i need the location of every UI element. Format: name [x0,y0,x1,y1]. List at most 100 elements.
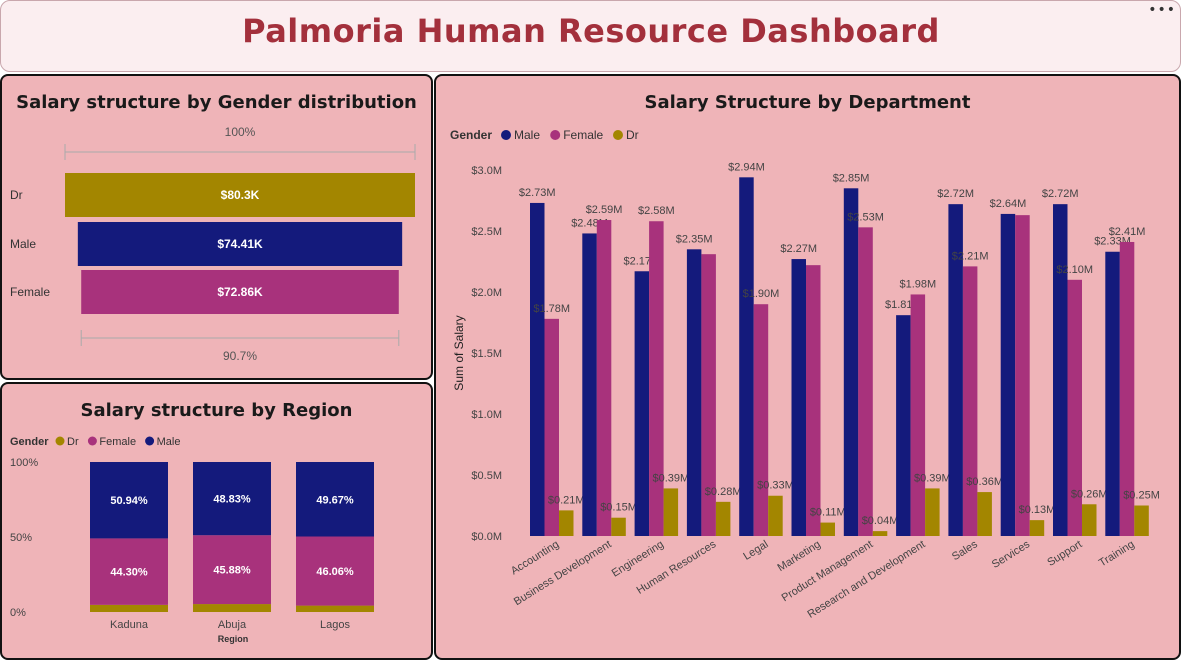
dept-bar-value-label: $2.72M [1042,188,1079,200]
dept-bar-female [1067,279,1082,536]
dept-bar-dr [715,501,731,536]
dept-bar-value-label: $0.26M [1071,488,1108,500]
region-salary-panel: Salary structure by Region Gender Dr Femal… [0,382,433,660]
dept-bar-female [701,254,716,536]
dept-bar-dr [1082,504,1097,536]
dept-category-label: Training [1097,538,1137,569]
department-panel-title: Salary Structure by Department [644,92,971,113]
page-title: Palmoria Human Resource Dashboard [242,12,940,50]
dept-bar-dr [925,488,940,536]
region-stacked-chart: Gender Dr Female Male 100% 50% 0% 44.30% 50.94% K… [10,436,374,644]
dept-category-label: Sales [950,538,980,563]
dept-bar-value-label: $0.15M [600,502,637,514]
dept-bar-dr [768,495,783,536]
dept-bar-value-label: $2.10M [1056,264,1093,276]
dept-ytick-label: $2.5M [471,226,502,238]
department-bar-chart: Gender Male Female Dr $3.0M $2.5M $2.0M $1.5M $1… [450,128,1160,621]
more-options-icon[interactable]: ••• [1148,2,1176,18]
dept-bar-value-label: $0.36M [966,476,1003,488]
region-bar-kaduna-male [90,462,168,539]
dept-bar-value-label: $0.11M [810,507,846,519]
dept-category-label: Marketing [776,538,823,574]
dept-ytick-label: $2.0M [471,287,502,299]
dept-bar-value-label: $2.73M [519,187,556,199]
region-legend-dot-dr [55,436,65,446]
gender-category-label-dr: Dr [10,188,23,202]
region-legend-label-female: Female [99,436,136,448]
dept-category-label: Services [990,538,1033,571]
region-ytick-label: 100% [10,457,38,469]
dept-bar-dr [663,488,679,536]
dept-legend-title: Gender [450,128,492,142]
region-bar-value-kaduna-female: 44.30% [110,567,148,579]
region-bar-lagos-female [296,536,374,606]
dept-bar-female [649,221,664,537]
gender-salary-panel: Salary structure by Gender distribution … [0,74,433,380]
gender-bar-value-female: $72.86K [217,285,263,299]
dept-bar-dr [559,510,574,536]
dept-bar-male [582,233,597,536]
dept-bar-value-label: $0.13M [1019,504,1056,516]
dept-category-label: Legal [741,538,770,562]
region-ytick-label: 50% [10,532,32,544]
dept-bar-female [596,220,612,536]
dept-bar-value-label: $0.39M [914,472,951,484]
region-bar-value-kaduna-male: 50.94% [110,495,148,507]
dept-bar-value-label: $1.78M [533,303,570,315]
dept-bar-value-label: $2.94M [728,161,765,173]
dept-category-label: Product Management [780,538,876,604]
dept-bar-value-label: $0.04M [862,515,899,527]
region-bar-value-lagos-female: 46.06% [316,566,354,578]
gender-bar-value-male: $74.41K [217,237,263,251]
region-x-axis-title: Region [218,634,249,644]
dept-ytick-label: $1.5M [471,348,502,360]
gender-bar-male [77,222,403,266]
region-category-label-kaduna: Kaduna [110,619,149,631]
dept-bar-male [843,188,859,537]
department-salary-panel: Salary Structure by Department Gender Mal… [434,74,1181,660]
dept-bar-dr [977,492,992,536]
dept-bar-value-label: $2.27M [780,243,817,255]
region-ytick-label: 0% [10,607,26,619]
gender-category-label-female: Female [10,285,50,299]
region-bar-abuja-female [193,535,271,605]
dept-bar-value-label: $0.33M [757,480,794,492]
dept-bar-value-label: $2.72M [937,188,974,200]
dept-y-axis-title: Sum of Salary [452,315,466,390]
dept-bar-female [1119,241,1135,537]
dept-bar-value-label: $1.90M [743,288,780,300]
dept-bar-dr [1029,520,1045,536]
dept-bar-male [530,202,545,536]
dept-legend-dot-dr [613,130,623,140]
region-bar-value-abuja-male: 48.83% [213,494,251,506]
dept-bar-value-label: $2.59M [586,204,623,216]
region-bar-kaduna-female [90,538,168,605]
dept-category-label: Support [1045,538,1084,569]
dept-bar-value-label: $0.21M [548,494,585,506]
dept-bar-value-label: $2.58M [638,205,675,217]
dept-bar-female [962,266,978,536]
dept-bar-male [1105,251,1120,537]
dept-bar-value-label: $2.35M [676,233,713,245]
dept-bar-male [686,249,702,537]
region-bar-abuja-dr [193,604,271,612]
gender-panel-title: Salary structure by Gender distribution [16,92,417,113]
region-panel-title: Salary structure by Region [80,400,353,421]
region-category-label-lagos: Lagos [320,619,350,631]
dept-bar-male [896,315,911,536]
dept-ytick-label: $0.0M [471,531,502,543]
gender-bar-dr [65,173,415,217]
dept-bar-value-label: $2.64M [990,198,1027,210]
dept-bar-value-label: $0.25M [1123,490,1160,502]
region-bar-kaduna-dr [90,604,168,612]
region-category-label-abuja: Abuja [218,619,247,631]
dept-bar-male [1053,204,1068,536]
dept-bar-value-label: $2.85M [833,172,870,184]
dept-ytick-label: $3.0M [471,165,502,177]
dept-bar-dr [611,517,626,536]
dept-bar-value-label: $2.41M [1109,226,1146,238]
dept-legend-dot-male [501,130,511,140]
region-legend-label-dr: Dr [67,436,79,448]
dept-bar-value-label: $1.98M [899,278,936,290]
